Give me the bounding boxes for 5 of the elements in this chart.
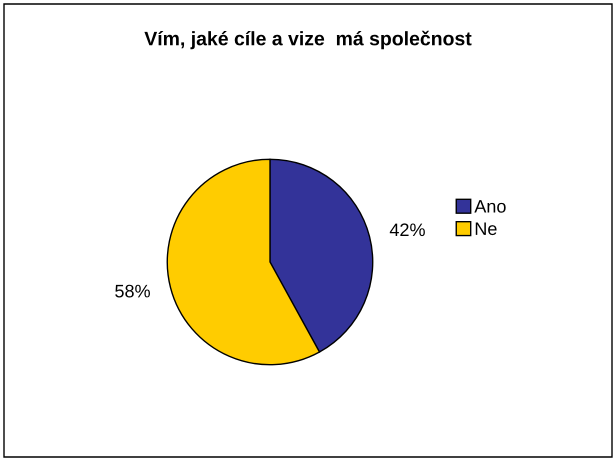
- data-label: 42%: [390, 223, 425, 236]
- data-label: 58%: [115, 284, 150, 298]
- legend-label: Ne: [476, 222, 497, 236]
- legend-label: Ano: [474, 200, 506, 213]
- chart-title: Vím, jaké cíle a vize má společnost: [144, 30, 472, 50]
